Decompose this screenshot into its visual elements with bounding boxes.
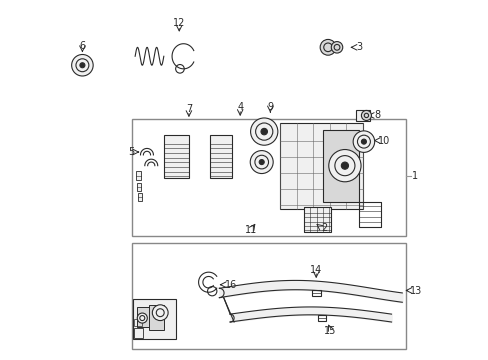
Text: 4: 4 <box>237 102 243 112</box>
Text: 13: 13 <box>408 286 421 296</box>
Bar <box>134 328 143 338</box>
Text: 15: 15 <box>324 325 336 336</box>
Bar <box>134 319 142 326</box>
Bar <box>303 207 330 232</box>
Text: 8: 8 <box>373 111 380 121</box>
Circle shape <box>250 150 273 174</box>
Bar <box>131 243 405 348</box>
Text: 14: 14 <box>309 265 322 275</box>
Text: 16: 16 <box>224 280 237 290</box>
Bar <box>280 123 362 209</box>
Bar <box>137 193 142 201</box>
Bar <box>210 135 231 178</box>
Text: 7: 7 <box>185 104 192 114</box>
Circle shape <box>137 313 147 323</box>
Circle shape <box>261 129 267 135</box>
Circle shape <box>152 305 168 320</box>
Text: 3: 3 <box>356 42 362 52</box>
Circle shape <box>80 63 85 68</box>
Circle shape <box>330 41 342 53</box>
Bar <box>356 110 369 121</box>
Bar <box>131 119 405 235</box>
Text: 11: 11 <box>244 225 257 235</box>
Circle shape <box>259 159 264 165</box>
Text: 9: 9 <box>267 102 273 112</box>
Bar <box>137 183 141 191</box>
Text: 2: 2 <box>321 223 327 233</box>
Text: 12: 12 <box>173 18 185 28</box>
Circle shape <box>250 118 277 145</box>
Circle shape <box>341 162 348 169</box>
Bar <box>317 315 325 321</box>
Bar <box>163 135 188 178</box>
Bar <box>323 130 359 202</box>
Circle shape <box>328 149 360 182</box>
Circle shape <box>72 54 93 76</box>
Circle shape <box>361 139 366 144</box>
Text: 5: 5 <box>127 147 134 157</box>
Bar <box>133 299 176 338</box>
Text: 10: 10 <box>377 136 389 145</box>
Circle shape <box>352 131 374 152</box>
Bar <box>311 290 320 296</box>
Circle shape <box>361 111 371 121</box>
Bar <box>137 307 153 327</box>
Circle shape <box>320 40 335 55</box>
Text: 6: 6 <box>79 41 85 50</box>
Bar <box>136 171 140 180</box>
Bar <box>149 305 163 330</box>
Text: 1: 1 <box>411 171 418 181</box>
